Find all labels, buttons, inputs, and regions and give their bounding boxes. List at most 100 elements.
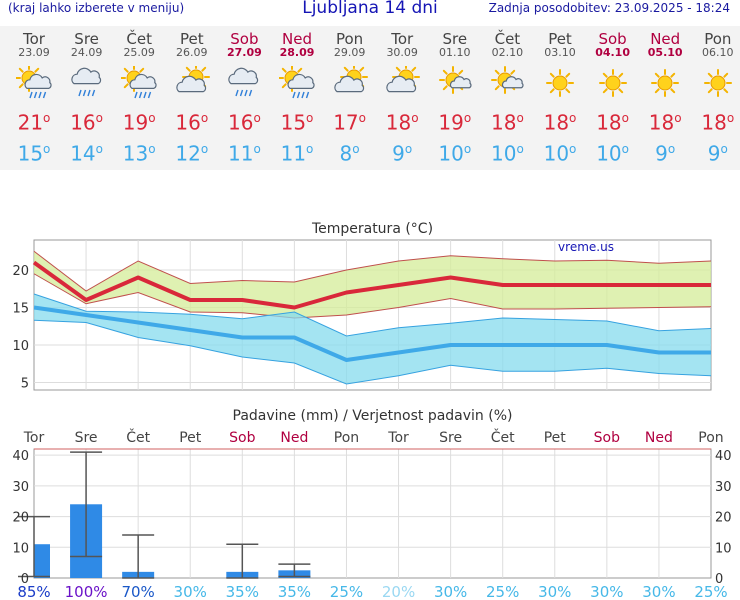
forecast-day: Sob 27.09 16o 11o: [218, 26, 271, 166]
location-hint: (kraj lahko izberete v meniju): [8, 1, 185, 15]
precipitation-probability: 30%: [434, 583, 467, 600]
max-temperature: 18o: [385, 110, 419, 135]
precipitation-probability: 30%: [642, 583, 675, 600]
min-temperature: 15o: [17, 141, 51, 166]
day-name: Tor: [23, 30, 45, 48]
max-temperature: 19o: [438, 110, 472, 135]
forecast-day: Pon 29.09 17o 8o: [323, 26, 376, 164]
day-name: Pet: [548, 30, 572, 48]
day-name: Sob: [230, 30, 259, 48]
day-date: 28.09: [279, 46, 315, 59]
max-temperature: 18o: [648, 110, 682, 135]
precipitation-probability: 30%: [174, 583, 207, 600]
max-temperature: 18o: [543, 110, 577, 135]
day-date: 06.10: [702, 46, 734, 59]
forecast-day: Čet 02.10 18o 10o: [481, 26, 534, 164]
day-name: Čet: [494, 30, 521, 48]
min-temperature: 9o: [392, 141, 413, 166]
max-temperature: 19o: [122, 110, 156, 135]
sun-behind-cloud-icon: [333, 66, 368, 93]
day-date: 29.09: [333, 46, 366, 59]
forecast-day: Pet 26.09 16o 12o: [165, 26, 218, 164]
day-date: 23.09: [18, 46, 50, 59]
max-temperature-band-lower: [33, 273, 712, 319]
y-tick-label: 10: [12, 339, 29, 354]
day-name: Sob: [598, 30, 627, 48]
day-name: Pet: [179, 30, 204, 48]
y-tick-label: 20: [12, 264, 29, 279]
day-date: 03.10: [544, 46, 576, 59]
min-temperature: 13o: [122, 141, 156, 166]
precipitation-probability: 30%: [538, 583, 571, 600]
temperature-chart: 5 10 15 20 Temperatura (°C) vreme.us: [12, 221, 712, 392]
day-date: 05.10: [647, 46, 683, 59]
min-temperature: 9o: [707, 141, 728, 166]
max-temperature: 21o: [17, 110, 51, 135]
x-tick-label: Sre: [75, 430, 98, 446]
y-tick-label: 15: [12, 302, 29, 317]
precipitation-probability: 85%: [17, 583, 50, 600]
x-tick-label: Pet: [544, 430, 567, 446]
max-temperature: 16o: [175, 110, 209, 135]
day-name: Sre: [442, 30, 468, 48]
min-temperature: 11o: [280, 141, 314, 166]
chart-title: Temperatura (°C): [311, 221, 433, 237]
cloud-rain-icon: [228, 67, 259, 97]
y-tick-label-right: 30: [715, 480, 732, 495]
sun-behind-cloud-icon: [176, 66, 210, 93]
y-tick-label: 5: [21, 377, 29, 392]
precipitation-probability: 100%: [65, 583, 108, 600]
min-temperature: 10o: [543, 141, 577, 166]
max-temperature-line: [32, 260, 711, 310]
min-temperature: 10o: [490, 141, 524, 166]
y-tick-label: 10: [12, 541, 29, 556]
day-name: Sre: [74, 30, 99, 48]
forecast-day: Pon 06.10 18o 9o: [691, 26, 740, 166]
x-tick-label: Tor: [23, 430, 45, 446]
x-tick-label: Sre: [439, 430, 462, 446]
x-tick-label: Čet: [491, 428, 515, 446]
forecast-day: Ned 28.09 15o 11o: [271, 26, 324, 164]
precipitation-probability: 25%: [330, 583, 363, 600]
day-name: Ned: [650, 30, 681, 48]
x-tick-label: Sob: [229, 430, 255, 446]
min-temperature: 9o: [655, 141, 676, 166]
max-temperature-band-upper: [33, 250, 712, 292]
plot-area: [33, 448, 712, 579]
sun-small-cloud-icon: [438, 66, 472, 94]
forecast-day: Tor 30.09 18o 9o: [376, 26, 429, 164]
sun-cloud-rain-icon: [121, 66, 157, 99]
precipitation-probability: 30%: [590, 583, 623, 600]
min-temperature: 10o: [438, 141, 472, 166]
min-temperature: 10o: [596, 141, 629, 166]
day-date: 01.10: [439, 46, 471, 59]
y-tick-label: 30: [12, 480, 29, 495]
precipitation-probability: 35%: [278, 583, 311, 600]
day-date: 24.09: [70, 46, 103, 59]
chart-title: Padavine (mm) / Verjetnost padavin (%): [233, 408, 513, 424]
last-updated: Zadnja posodobitev: 23.09.2025 - 18:24: [488, 1, 730, 15]
y-tick-label: 20: [12, 511, 29, 526]
min-temperature-band-lower: [33, 319, 712, 385]
max-temperature: 18o: [596, 110, 629, 135]
forecast-day: Čet 25.09 19o 13o: [113, 26, 166, 164]
precipitation-probability: 20%: [382, 583, 415, 600]
min-temperature-band-upper: [33, 293, 712, 337]
max-temperature: 17o: [333, 110, 366, 135]
y-tick-label: 40: [12, 449, 29, 464]
min-temperature-band: [34, 294, 711, 384]
forecast-day: Ned 05.10 18o 9o: [639, 26, 692, 166]
day-name: Čet: [126, 30, 152, 48]
cloud-rain-icon: [70, 67, 101, 97]
sun-icon: [651, 69, 680, 97]
sun-icon: [598, 69, 627, 97]
precipitation-probability: 25%: [486, 583, 519, 600]
forecast-day: Sob 04.10 18o 10o: [586, 26, 639, 166]
day-date: 26.09: [176, 46, 208, 59]
sun-behind-cloud-icon: [386, 66, 421, 93]
y-tick-label-right: 0: [715, 572, 723, 587]
min-temperature: 8o: [339, 141, 360, 166]
sun-cloud-rain-icon: [16, 66, 52, 99]
day-name: Pon: [335, 30, 364, 48]
min-temperature: 11o: [227, 141, 261, 166]
